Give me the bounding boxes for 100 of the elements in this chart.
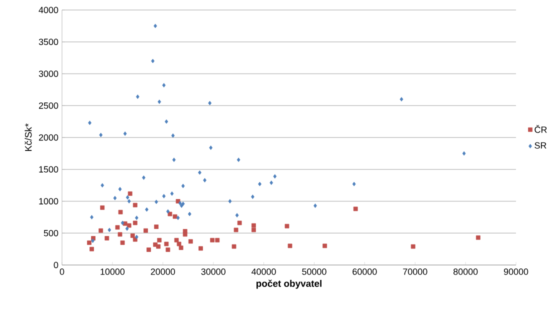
x-tick-label: 50000 — [302, 268, 326, 275]
point — [120, 240, 125, 245]
point — [130, 233, 135, 238]
x-tick-label: 60000 — [352, 268, 377, 275]
point — [120, 220, 124, 226]
point — [118, 186, 122, 192]
point — [132, 202, 138, 208]
point — [270, 180, 274, 185]
point — [235, 213, 239, 218]
point — [90, 246, 94, 252]
y-tick-label: 1500 — [39, 166, 58, 173]
y-tick-label: 2500 — [38, 102, 58, 109]
point — [127, 199, 131, 204]
point — [209, 146, 213, 150]
x-tick-label: 80000 — [453, 268, 478, 275]
point — [166, 248, 170, 252]
point — [172, 158, 176, 162]
x-tick-label: 90000 — [504, 268, 528, 275]
point — [128, 191, 132, 196]
point — [171, 133, 175, 138]
point — [154, 24, 158, 28]
y-tick-label: 500 — [44, 230, 58, 236]
point — [178, 200, 182, 206]
x-tick-label: 70000 — [403, 268, 428, 275]
point — [215, 238, 220, 242]
y-tick-label: 4000 — [38, 6, 58, 14]
point — [88, 120, 92, 126]
point — [198, 246, 203, 251]
point — [123, 131, 127, 136]
point — [134, 234, 138, 240]
point — [104, 236, 110, 240]
point — [314, 204, 317, 208]
point — [118, 210, 123, 214]
point — [476, 235, 480, 240]
point — [144, 228, 148, 233]
y-tick-label: 2000 — [38, 134, 58, 141]
point — [145, 207, 148, 212]
point — [174, 238, 179, 242]
x-tick-label: 40000 — [252, 268, 276, 275]
point — [352, 182, 356, 186]
point — [108, 228, 112, 232]
point — [154, 200, 158, 204]
point — [182, 232, 188, 237]
point — [252, 228, 256, 232]
point — [162, 194, 166, 198]
point — [118, 232, 122, 237]
point — [87, 240, 92, 245]
point — [156, 244, 161, 249]
point — [134, 216, 138, 220]
point — [181, 202, 185, 206]
x-tick-label: 30000 — [201, 268, 226, 275]
point — [136, 94, 140, 99]
point — [170, 191, 174, 196]
point — [166, 209, 170, 214]
y-tick-label: 0 — [54, 262, 58, 268]
point — [132, 220, 138, 226]
y-tick-label: 3500 — [38, 38, 58, 46]
point — [162, 83, 166, 88]
y-tick-label: 1000 — [39, 198, 58, 204]
point — [172, 214, 178, 219]
point — [113, 196, 117, 200]
point — [154, 224, 159, 229]
point — [158, 100, 162, 104]
point — [322, 244, 328, 248]
point — [151, 58, 154, 64]
point — [188, 212, 192, 216]
point — [100, 205, 105, 210]
point — [157, 238, 162, 242]
point — [164, 242, 169, 246]
point — [410, 244, 416, 249]
point — [273, 174, 277, 179]
point — [176, 242, 182, 246]
point — [210, 238, 215, 242]
point — [232, 244, 236, 249]
point — [288, 244, 292, 248]
point — [125, 226, 129, 231]
point — [91, 238, 94, 243]
y-tick-label: 3000 — [38, 70, 58, 77]
point — [400, 97, 404, 102]
point — [176, 216, 180, 220]
point — [236, 158, 240, 162]
point — [115, 225, 120, 230]
x-axis-title: počet obyvatel — [256, 280, 322, 289]
point — [228, 199, 232, 204]
point — [188, 239, 193, 244]
legend-label: SR — [534, 142, 546, 149]
point — [198, 170, 202, 175]
point — [164, 119, 168, 124]
point — [353, 206, 358, 212]
point — [208, 100, 212, 106]
point — [258, 182, 262, 186]
point — [142, 175, 146, 180]
legend-label: ČR — [534, 124, 547, 133]
x-tick-label: 20000 — [150, 268, 176, 275]
point — [90, 214, 94, 220]
y-axis-title: Kč/Sk* — [24, 123, 32, 151]
point — [234, 228, 238, 232]
point — [462, 151, 466, 156]
point — [100, 183, 104, 188]
point — [168, 212, 172, 216]
